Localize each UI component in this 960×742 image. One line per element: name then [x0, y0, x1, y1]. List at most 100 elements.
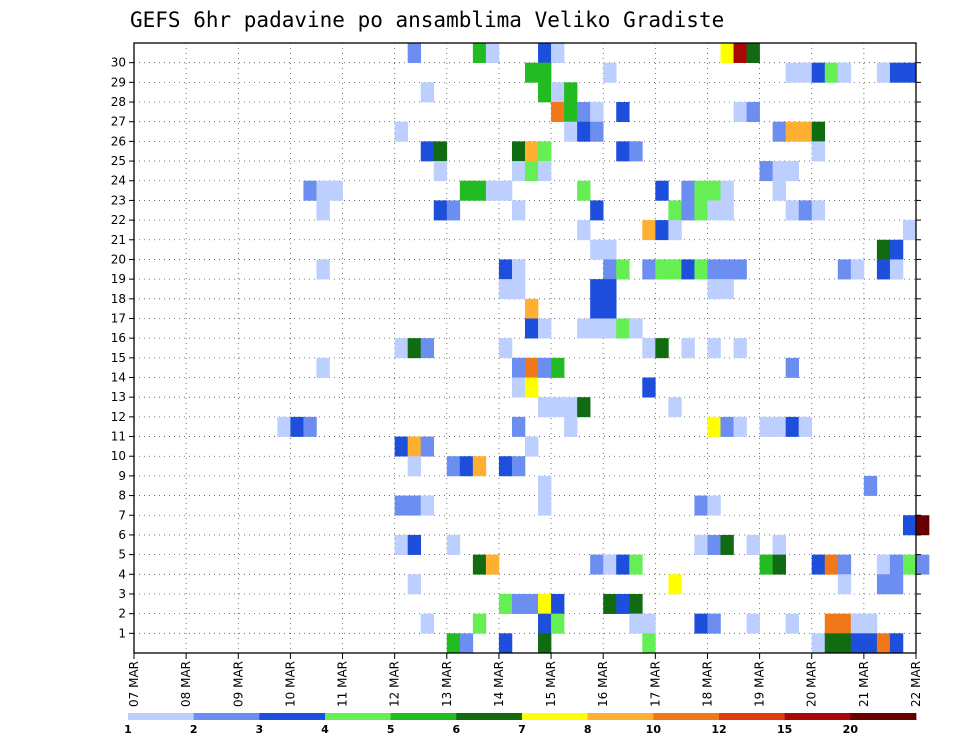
heatmap-cell [394, 436, 408, 457]
heatmap-cell [655, 259, 669, 280]
heatmap-cell [564, 416, 578, 437]
heatmap-cell [772, 416, 786, 437]
heatmap-cell [720, 279, 734, 300]
y-tick-label: 29 [111, 75, 126, 89]
heatmap-cell [720, 200, 734, 221]
x-tick-label: 22 MAR [909, 661, 923, 707]
heatmap-cell [798, 62, 813, 83]
heatmap-cell [538, 397, 552, 418]
colorbar-label: 7 [518, 723, 526, 736]
colorbar-label: 10 [646, 723, 662, 736]
heatmap-cell [837, 259, 852, 280]
heatmap-cell [407, 574, 422, 595]
y-tick-label: 23 [111, 193, 126, 207]
heatmap-cell [446, 534, 461, 555]
heatmap-cell [590, 298, 604, 319]
heatmap-cell [759, 554, 773, 575]
heatmap-cell [551, 102, 565, 123]
heatmap-cell [837, 554, 852, 575]
heatmap-cell [459, 180, 474, 201]
y-tick-label: 28 [111, 95, 126, 109]
y-tick-label: 11 [111, 430, 126, 444]
x-tick-label: 13 MAR [440, 661, 454, 707]
heatmap-cell [746, 534, 760, 555]
y-tick-label: 21 [111, 233, 126, 247]
heatmap-cell [876, 633, 891, 654]
heatmap-cell [590, 554, 604, 575]
x-tick-label: 10 MAR [283, 661, 297, 707]
colorbar-label: 8 [584, 723, 592, 736]
colorbar-swatch [193, 713, 260, 720]
heatmap-cell [668, 220, 682, 241]
heatmap-cell [746, 102, 760, 123]
heatmap-cell [668, 574, 682, 595]
heatmap-cell [707, 495, 721, 516]
heatmap-cell [420, 436, 435, 457]
heatmap-cell [525, 318, 539, 339]
heatmap-cell [707, 180, 721, 201]
heatmap-cell [837, 574, 852, 595]
heatmap-cell [707, 259, 721, 280]
heatmap-cell [433, 141, 448, 162]
heatmap-cell [811, 141, 826, 162]
heatmap-cell [590, 121, 604, 142]
heatmap-cell [694, 180, 708, 201]
heatmap-cell [538, 593, 552, 614]
heatmap-cell [511, 200, 526, 221]
colorbar-label: 2 [190, 723, 198, 736]
heatmap-cell [551, 82, 565, 103]
heatmap-cell [420, 495, 435, 516]
heatmap-cell [811, 633, 826, 654]
x-tick-label: 21 MAR [857, 661, 871, 707]
heatmap-cell [811, 62, 826, 83]
heatmap-cell [798, 416, 813, 437]
heatmap-cell [850, 633, 865, 654]
heatmap-cell [511, 161, 526, 182]
heatmap-cell [277, 416, 291, 437]
heatmap-cell [407, 495, 422, 516]
heatmap-cell [485, 554, 500, 575]
heatmap-cell [446, 456, 461, 477]
heatmap-cell [538, 357, 552, 378]
heatmap-cell [681, 180, 695, 201]
heatmap-cell [603, 554, 617, 575]
x-tick-label: 16 MAR [596, 661, 610, 707]
heatmap-cell [538, 141, 552, 162]
heatmap-cell [785, 416, 799, 437]
heatmap-cell [485, 180, 500, 201]
heatmap-cell [629, 141, 643, 162]
heatmap-cell [485, 43, 500, 63]
heatmap-cell [707, 279, 721, 300]
heatmap-cell [577, 180, 591, 201]
heatmap-cell [629, 593, 643, 614]
heatmap-cell [811, 554, 826, 575]
heatmap-cell [303, 180, 317, 201]
colorbar-label: 12 [711, 723, 726, 736]
heatmap-cell [642, 613, 656, 634]
heatmap-cell [707, 613, 721, 634]
y-tick-label: 13 [111, 390, 126, 404]
heatmap-cell [538, 82, 552, 103]
x-tick-label: 17 MAR [648, 661, 662, 707]
colorbar-swatch [325, 713, 392, 720]
y-tick-label: 1 [118, 626, 126, 640]
heatmap-cell [642, 338, 656, 359]
heatmap-cell [446, 633, 461, 654]
heatmap-cell [420, 613, 435, 634]
chart-title: GEFS 6hr padavine po ansamblima Veliko G… [130, 8, 724, 32]
colorbar-label: 3 [256, 723, 264, 736]
heatmap-cell [889, 633, 904, 654]
heatmap-cell [785, 357, 799, 378]
heatmap-cell [459, 456, 474, 477]
heatmap-cell [538, 161, 552, 182]
heatmap-cell [511, 456, 526, 477]
y-tick-label: 16 [111, 331, 126, 345]
heatmap-cell [420, 82, 435, 103]
heatmap-cell [681, 338, 695, 359]
heatmap-cell [551, 357, 565, 378]
heatmap-cell [472, 456, 487, 477]
heatmap-cell [733, 416, 747, 437]
colorbar-label: 1 [124, 723, 132, 736]
heatmap-cell [668, 397, 682, 418]
heatmap-cell [837, 633, 852, 654]
